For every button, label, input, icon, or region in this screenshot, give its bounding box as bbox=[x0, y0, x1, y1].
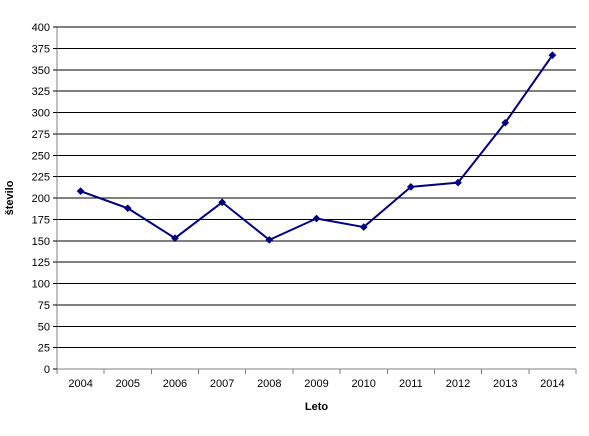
y-tick-label: 400 bbox=[32, 22, 50, 34]
series-line bbox=[80, 54, 554, 241]
x-tick-label: 2012 bbox=[446, 378, 470, 390]
x-tick-label: 2010 bbox=[351, 378, 375, 390]
y-tick-labels: 0 25 50 75 100 125 150 175 200 225 250 275 300 325 350… bbox=[32, 22, 57, 376]
data-point bbox=[312, 214, 321, 223]
x-tick-label: 2011 bbox=[399, 378, 423, 390]
x-tick-label: 2004 bbox=[68, 378, 92, 390]
data-point bbox=[454, 178, 462, 187]
y-tick-label: 25 bbox=[38, 343, 50, 355]
x-tick-label: 2005 bbox=[116, 378, 140, 390]
y-axis-title: število bbox=[4, 180, 16, 215]
series-layer bbox=[76, 51, 557, 244]
grid-lines bbox=[57, 26, 576, 349]
y-tick-label: 325 bbox=[32, 86, 50, 98]
data-point bbox=[218, 198, 227, 207]
x-tick-labels: 2004 2005 2006 2007 2008 2009 2010 2011 2012 2013… bbox=[56, 369, 577, 390]
y-tick-label: 100 bbox=[32, 279, 50, 291]
y-tick-label: 75 bbox=[38, 300, 50, 312]
data-point bbox=[76, 187, 85, 196]
x-tick-label: 2013 bbox=[493, 378, 517, 390]
y-tick-label: 0 bbox=[44, 364, 50, 376]
x-axis-title: Leto bbox=[305, 401, 329, 413]
data-point bbox=[501, 118, 510, 127]
y-tick-label: 150 bbox=[32, 236, 50, 248]
data-point bbox=[406, 182, 415, 191]
x-tick-label: 2008 bbox=[257, 378, 281, 390]
y-tick-label: 350 bbox=[32, 65, 50, 77]
y-tick-label: 50 bbox=[38, 321, 50, 333]
x-tick-label: 2006 bbox=[163, 378, 187, 390]
y-tick-label: 250 bbox=[32, 150, 50, 162]
y-tick-label: 375 bbox=[32, 43, 50, 55]
x-tick-label: 2009 bbox=[304, 378, 328, 390]
data-point bbox=[548, 51, 557, 60]
x-tick-label: 2014 bbox=[540, 378, 564, 390]
data-point bbox=[123, 204, 132, 213]
y-tick-label: 175 bbox=[32, 214, 50, 226]
x-tick-label: 2007 bbox=[210, 378, 234, 390]
y-tick-label: 275 bbox=[32, 129, 50, 141]
y-tick-label: 300 bbox=[32, 108, 50, 120]
y-tick-label: 125 bbox=[32, 257, 50, 269]
y-tick-label: 200 bbox=[32, 193, 50, 205]
data-point bbox=[359, 223, 368, 232]
data-point bbox=[265, 235, 274, 244]
data-point bbox=[171, 234, 179, 243]
y-tick-label: 225 bbox=[32, 172, 50, 184]
